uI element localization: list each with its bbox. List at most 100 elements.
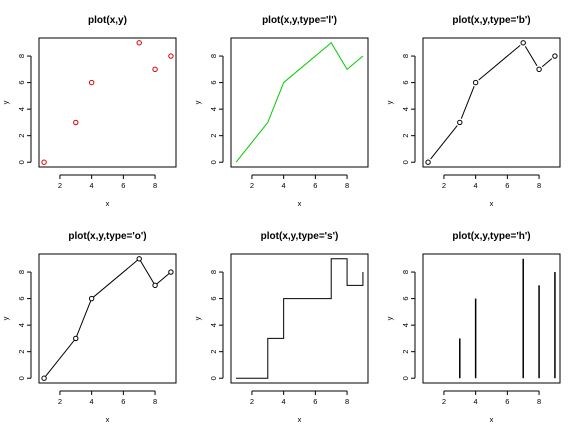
data-point <box>41 159 47 165</box>
x-tick-label: 4 <box>90 397 94 406</box>
y-tick-label: 6 <box>209 297 218 301</box>
y-tick-label: 8 <box>209 270 218 274</box>
chart-panel-4: plot(x,y,type='o') 2 4 6 8 x 0 2 4 6 8 y <box>1 231 177 424</box>
data-point <box>168 269 174 275</box>
data-point <box>425 159 431 165</box>
y-axis-label: y <box>1 316 10 320</box>
y-tick-label: 4 <box>17 107 26 111</box>
chart-title: plot(x,y,type='l') <box>262 15 337 26</box>
chart-panel-6: plot(x,y,type='h') 2 4 6 8 x 0 2 4 6 8 y <box>385 231 561 424</box>
chart-title: plot(x,y,type='s') <box>261 231 339 242</box>
chart-panel-3: plot(x,y,type='b') 2 4 6 8 x 0 2 4 6 8 y <box>385 15 561 208</box>
chart-title: plot(x,y,type='b') <box>452 15 530 26</box>
x-tick-label: 2 <box>58 397 62 406</box>
x-tick-label: 2 <box>250 397 254 406</box>
x-tick-label: 6 <box>313 181 317 190</box>
data-point <box>152 282 158 289</box>
data-point <box>536 66 542 73</box>
series-segment <box>524 45 538 67</box>
y-tick-label: 2 <box>401 134 410 138</box>
data-point <box>88 295 95 302</box>
plot-frame <box>38 253 177 384</box>
x-tick-label: 6 <box>505 181 509 190</box>
x-axis-label: x <box>490 199 494 208</box>
y-axis-label: y <box>385 100 394 104</box>
chart-title: plot(x,y) <box>88 15 127 26</box>
y-tick-label: 8 <box>209 54 218 58</box>
y-tick-label: 4 <box>401 107 410 111</box>
y-tick-label: 6 <box>401 297 410 301</box>
y-tick-label: 6 <box>17 297 26 301</box>
y-tick-label: 6 <box>209 81 218 85</box>
y-tick-label: 0 <box>209 376 218 380</box>
y-tick-label: 2 <box>209 350 218 354</box>
x-tick-label: 4 <box>282 181 286 190</box>
y-axis-label: y <box>1 100 10 104</box>
y-tick-label: 8 <box>401 270 410 274</box>
y-tick-label: 8 <box>401 54 410 58</box>
y-tick-label: 4 <box>209 323 218 327</box>
chart-panel-5: plot(x,y,type='s') 2 4 6 8 x 0 2 4 6 8 y <box>193 231 369 424</box>
series-line <box>235 42 364 163</box>
x-axis-label: x <box>298 415 302 424</box>
x-tick-label: 2 <box>58 181 62 190</box>
y-tick-label: 0 <box>401 376 410 380</box>
x-tick-label: 4 <box>282 397 286 406</box>
x-axis-label: x <box>490 415 494 424</box>
plot-frame <box>38 37 177 168</box>
x-tick-label: 8 <box>537 397 541 406</box>
y-tick-label: 0 <box>17 376 26 380</box>
y-axis-label: y <box>193 100 202 104</box>
x-tick-label: 4 <box>474 181 478 190</box>
series-segment <box>541 58 553 68</box>
y-tick-label: 2 <box>209 134 218 138</box>
y-tick-label: 4 <box>209 107 218 111</box>
data-point <box>552 53 558 59</box>
chart-panel-1: plot(x,y) 2 4 6 8 x 0 2 4 6 8 y <box>1 15 177 208</box>
y-tick-label: 8 <box>17 54 26 58</box>
data-point <box>73 335 79 342</box>
x-tick-label: 8 <box>345 397 349 406</box>
series-line <box>43 258 172 379</box>
data-point <box>472 79 479 86</box>
x-tick-label: 2 <box>250 181 254 190</box>
plot-frame <box>422 37 561 168</box>
x-axis-label: x <box>106 199 110 208</box>
data-point <box>152 66 158 73</box>
x-axis-label: x <box>106 415 110 424</box>
y-tick-label: 4 <box>17 323 26 327</box>
x-tick-label: 8 <box>153 397 157 406</box>
y-tick-label: 2 <box>17 134 26 138</box>
y-axis-label: y <box>193 316 202 320</box>
x-tick-label: 2 <box>442 181 446 190</box>
data-point <box>520 40 526 46</box>
x-tick-label: 2 <box>442 397 446 406</box>
x-axis-label: x <box>298 199 302 208</box>
x-tick-label: 4 <box>90 181 94 190</box>
y-tick-label: 2 <box>17 350 26 354</box>
y-tick-label: 4 <box>401 323 410 327</box>
y-tick-label: 0 <box>401 160 410 164</box>
y-tick-label: 6 <box>17 81 26 85</box>
series-step-line <box>236 258 364 379</box>
x-tick-label: 6 <box>313 397 317 406</box>
series-segment <box>478 44 521 81</box>
plot-frame <box>230 253 369 384</box>
x-tick-label: 6 <box>121 181 125 190</box>
y-tick-label: 2 <box>401 350 410 354</box>
chart-title: plot(x,y,type='h') <box>452 231 530 242</box>
plot-frame <box>230 37 369 168</box>
x-tick-label: 8 <box>537 181 541 190</box>
data-point <box>168 53 174 59</box>
chart-panel-2: plot(x,y,type='l') 2 4 6 8 x 0 2 4 6 8 y <box>193 15 369 208</box>
data-point <box>73 119 79 126</box>
series-segment <box>460 86 475 119</box>
x-tick-label: 8 <box>345 181 349 190</box>
y-tick-label: 8 <box>17 270 26 274</box>
data-point <box>136 256 142 262</box>
y-tick-label: 6 <box>401 81 410 85</box>
data-point <box>136 40 142 46</box>
x-tick-label: 6 <box>505 397 509 406</box>
data-point <box>457 119 463 126</box>
